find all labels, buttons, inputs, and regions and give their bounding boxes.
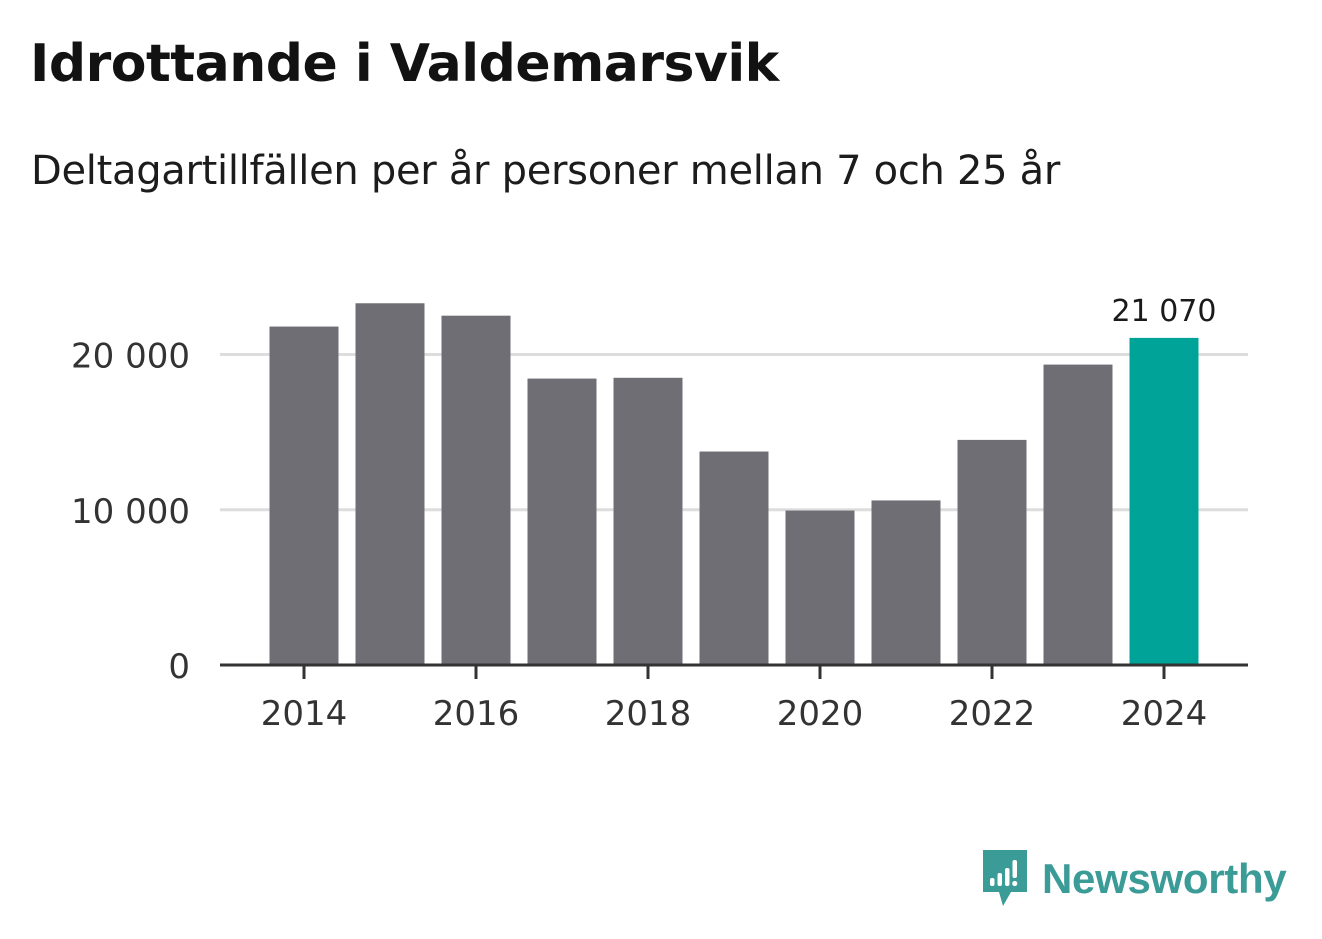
bar-2023 <box>1043 364 1113 665</box>
bar-2024 <box>1129 337 1199 665</box>
labels: 0 10 000 20 000 21 070 2014 2016 2018 2020 2022 2… <box>71 294 1216 734</box>
bar-2014 <box>269 326 339 665</box>
y-tick-label: 20 000 <box>71 337 190 377</box>
x-tick-label: 2014 <box>261 694 348 734</box>
bars <box>269 303 1199 665</box>
bar-2020 <box>785 510 855 665</box>
x-tick-label: 2022 <box>949 694 1036 734</box>
bar-2017 <box>527 378 597 665</box>
y-tick-label: 10 000 <box>71 492 190 532</box>
x-tick-label: 2016 <box>433 694 520 734</box>
bar-2019 <box>699 451 769 665</box>
axes <box>220 663 1248 679</box>
brand-name: Newsworthy <box>1042 855 1287 902</box>
y-tick-label: 0 <box>168 647 190 687</box>
bar-2018 <box>613 377 683 665</box>
newsworthy-logo-icon <box>983 850 1027 906</box>
bar-2016 <box>441 315 511 665</box>
x-tick-label: 2018 <box>605 694 692 734</box>
chart-title: Idrottande i Valdemarsvik <box>30 34 779 94</box>
bar-2015 <box>355 303 425 665</box>
x-tick-label: 2024 <box>1121 694 1208 734</box>
newsworthy-brand: Newsworthy <box>980 848 1287 910</box>
data-label-2024: 21 070 <box>1112 294 1217 329</box>
x-tick-label: 2020 <box>777 694 864 734</box>
chart-subtitle: Deltagartillfällen per år personer mella… <box>31 148 1061 194</box>
bar-2021 <box>871 500 941 665</box>
bar-2022 <box>957 439 1027 665</box>
